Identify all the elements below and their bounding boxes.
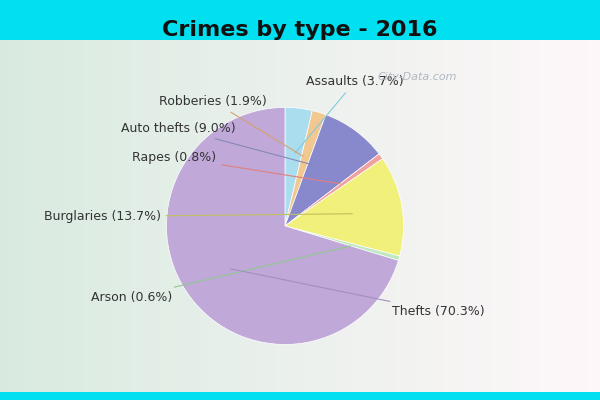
- Text: Assaults (3.7%): Assaults (3.7%): [295, 75, 404, 153]
- Text: Crimes by type - 2016: Crimes by type - 2016: [162, 20, 438, 40]
- Text: Rapes (0.8%): Rapes (0.8%): [132, 151, 340, 184]
- Text: Burglaries (13.7%): Burglaries (13.7%): [44, 210, 352, 223]
- Wedge shape: [285, 226, 400, 260]
- Wedge shape: [285, 108, 313, 226]
- Text: City-Data.com: City-Data.com: [377, 72, 457, 82]
- Wedge shape: [285, 154, 383, 226]
- Text: Thefts (70.3%): Thefts (70.3%): [230, 269, 484, 318]
- Text: Robberies (1.9%): Robberies (1.9%): [160, 95, 303, 156]
- Wedge shape: [285, 159, 404, 256]
- Wedge shape: [285, 110, 326, 226]
- Text: Auto thefts (9.0%): Auto thefts (9.0%): [121, 122, 325, 168]
- Wedge shape: [166, 108, 398, 344]
- Text: Arson (0.6%): Arson (0.6%): [91, 246, 351, 304]
- Wedge shape: [285, 115, 379, 226]
